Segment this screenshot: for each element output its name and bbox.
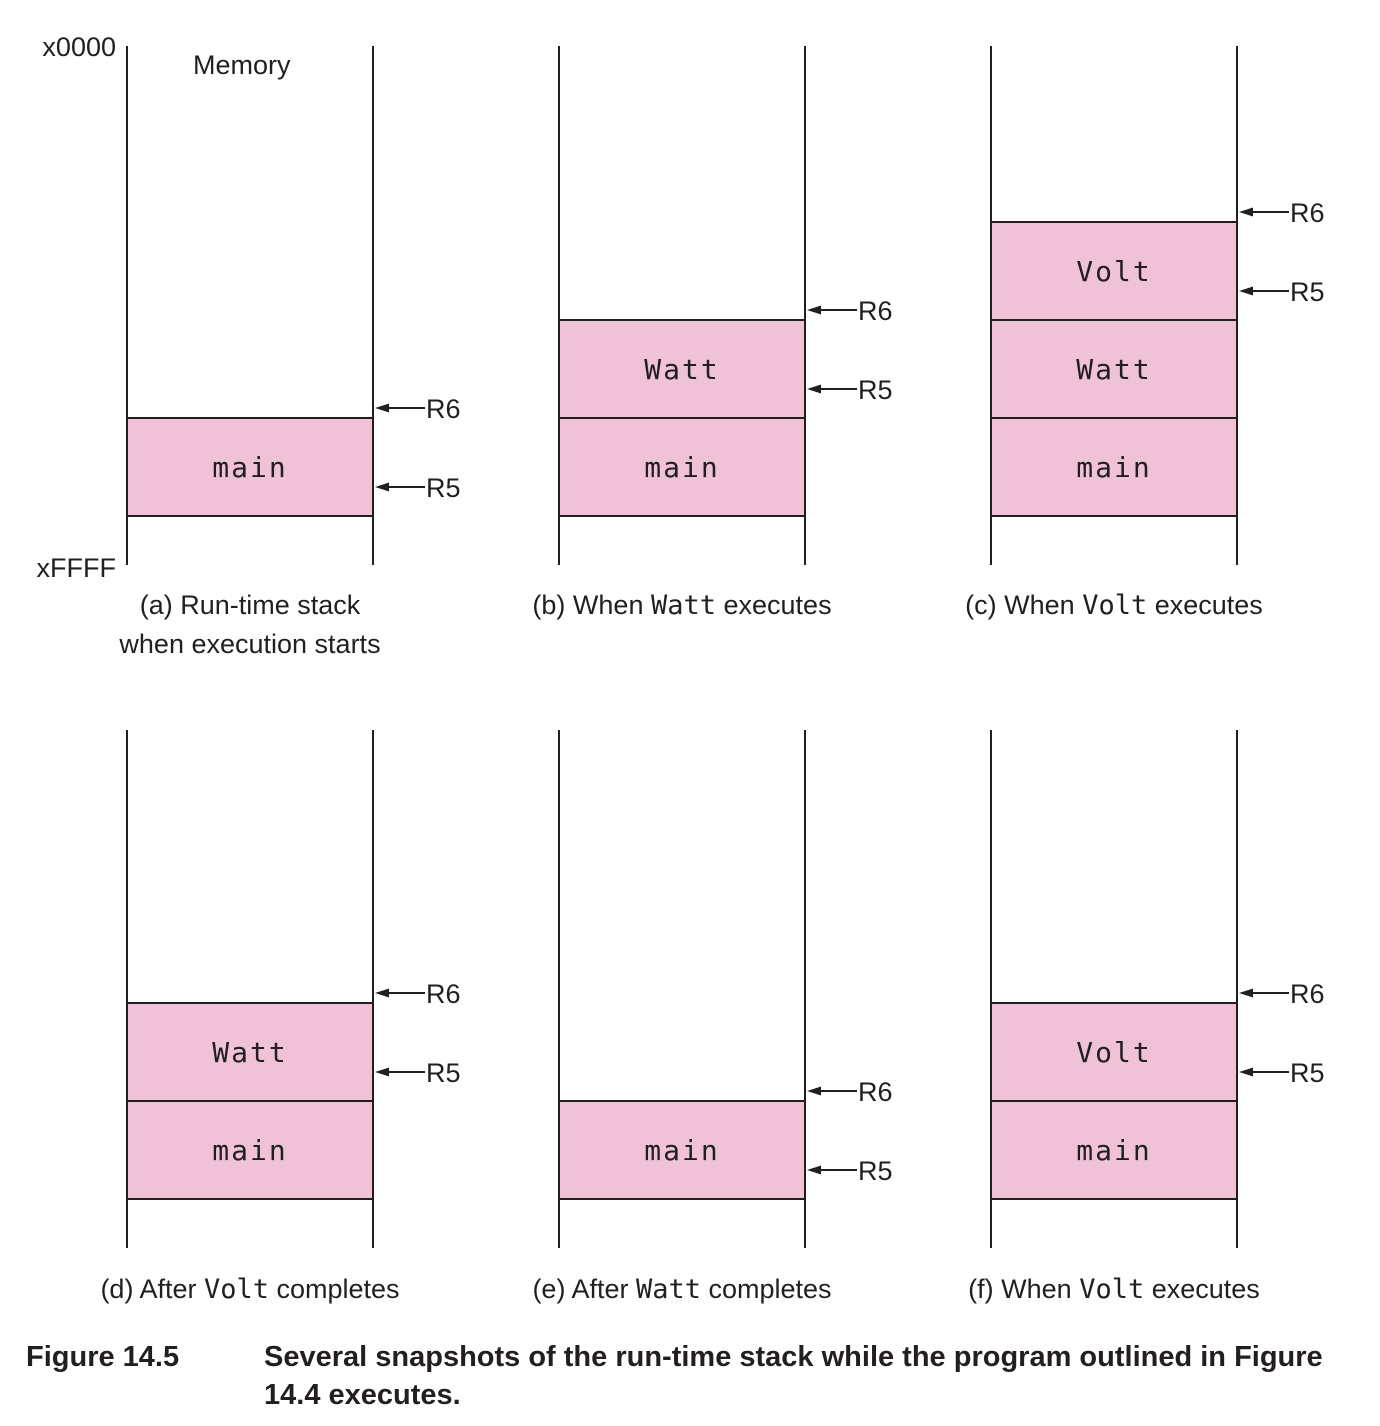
snapshot-b-frame-watt xyxy=(558,319,806,419)
snapshot-f-frame-main xyxy=(990,1100,1238,1200)
snapshot-a-frame-label-main: main xyxy=(212,451,287,484)
svg-text:R5: R5 xyxy=(858,375,893,405)
snapshot-f-frame-label-volt: Volt xyxy=(1076,1036,1151,1069)
snapshot-e-frame-main xyxy=(558,1100,806,1200)
svg-text:R6: R6 xyxy=(1290,979,1325,1009)
snapshot-d-frame-watt xyxy=(126,1002,374,1102)
snapshot-f-r5-pointer: R5 xyxy=(1239,1058,1325,1088)
svg-text:R5: R5 xyxy=(1290,277,1325,307)
svg-text:R6: R6 xyxy=(858,1077,893,1107)
snapshot-c-frame-volt xyxy=(990,221,1238,321)
svg-text:R5: R5 xyxy=(858,1156,893,1186)
snapshot-c-frame-label-main: main xyxy=(1076,451,1151,484)
snapshot-f-r6-pointer: R6 xyxy=(1239,979,1325,1009)
snapshot-e-caption-line-1: (e) After Watt completes xyxy=(532,1274,831,1305)
snapshot-c-frame-label-volt: Volt xyxy=(1076,255,1151,288)
svg-text:R5: R5 xyxy=(1290,1058,1325,1088)
svg-text:R6: R6 xyxy=(426,394,461,424)
svg-text:R6: R6 xyxy=(426,979,461,1009)
stack-snapshots-diagram: main R6 R5 (a) Run-time stack when execution… xyxy=(37,32,1325,1305)
snapshot-b-r6-pointer: R6 xyxy=(807,296,893,326)
snapshot-b-caption-line-1: (b) When Watt executes xyxy=(532,590,831,621)
snapshot-e-frame-label-main: main xyxy=(644,1134,719,1167)
snapshot-a-r5-pointer: R5 xyxy=(375,473,461,503)
snapshot-d-caption-line-1: (d) After Volt completes xyxy=(100,1274,399,1305)
svg-text:R5: R5 xyxy=(426,473,461,503)
snapshot-c-frame-main xyxy=(990,417,1238,517)
figure-caption-text: Several snapshots of the run-time stack … xyxy=(264,1341,1323,1411)
snapshot-a-r6-pointer: R6 xyxy=(375,394,461,424)
snapshot-c-r6-pointer: R6 xyxy=(1239,198,1325,228)
snapshot-d-frame-label-watt: Watt xyxy=(212,1036,287,1069)
snapshot-b-r5-pointer: R5 xyxy=(807,375,893,405)
snapshot-b-frame-main xyxy=(558,417,806,517)
snapshot-f-frame-label-main: main xyxy=(1076,1134,1151,1167)
svg-text:R6: R6 xyxy=(858,296,893,326)
figure-number: Figure 14.5 xyxy=(26,1341,180,1373)
snapshot-c-frame-label-watt: Watt xyxy=(1076,353,1151,386)
snapshot-e-r6-pointer: R6 xyxy=(807,1077,893,1107)
snapshot-f-caption-line-1: (f) When Volt executes xyxy=(968,1274,1260,1305)
svg-text:R6: R6 xyxy=(1290,198,1325,228)
snapshot-d-frame-label-main: main xyxy=(212,1134,287,1167)
bottom-address-label: xFFFF xyxy=(37,553,116,583)
snapshot-b-frame-label-watt: Watt xyxy=(644,353,719,386)
snapshot-e-r5-pointer: R5 xyxy=(807,1156,893,1186)
snapshot-c-r5-pointer: R5 xyxy=(1239,277,1325,307)
snapshot-d-r5-pointer: R5 xyxy=(375,1058,461,1088)
snapshot-b-frame-label-main: main xyxy=(644,451,719,484)
snapshot-c-frame-watt xyxy=(990,319,1238,419)
svg-text:R5: R5 xyxy=(426,1058,461,1088)
snapshot-f-frame-volt xyxy=(990,1002,1238,1102)
snapshot-a-caption-line-2: when execution starts xyxy=(118,629,380,659)
snapshot-d-r6-pointer: R6 xyxy=(375,979,461,1009)
snapshot-c-caption-line-1: (c) When Volt executes xyxy=(965,590,1263,621)
snapshot-a-caption-line-1: (a) Run-time stack xyxy=(140,590,361,620)
snapshot-d-frame-main xyxy=(126,1100,374,1200)
memory-label: Memory xyxy=(193,50,291,80)
snapshot-a-frame-main xyxy=(126,417,374,517)
top-address-label: x0000 xyxy=(42,32,116,62)
